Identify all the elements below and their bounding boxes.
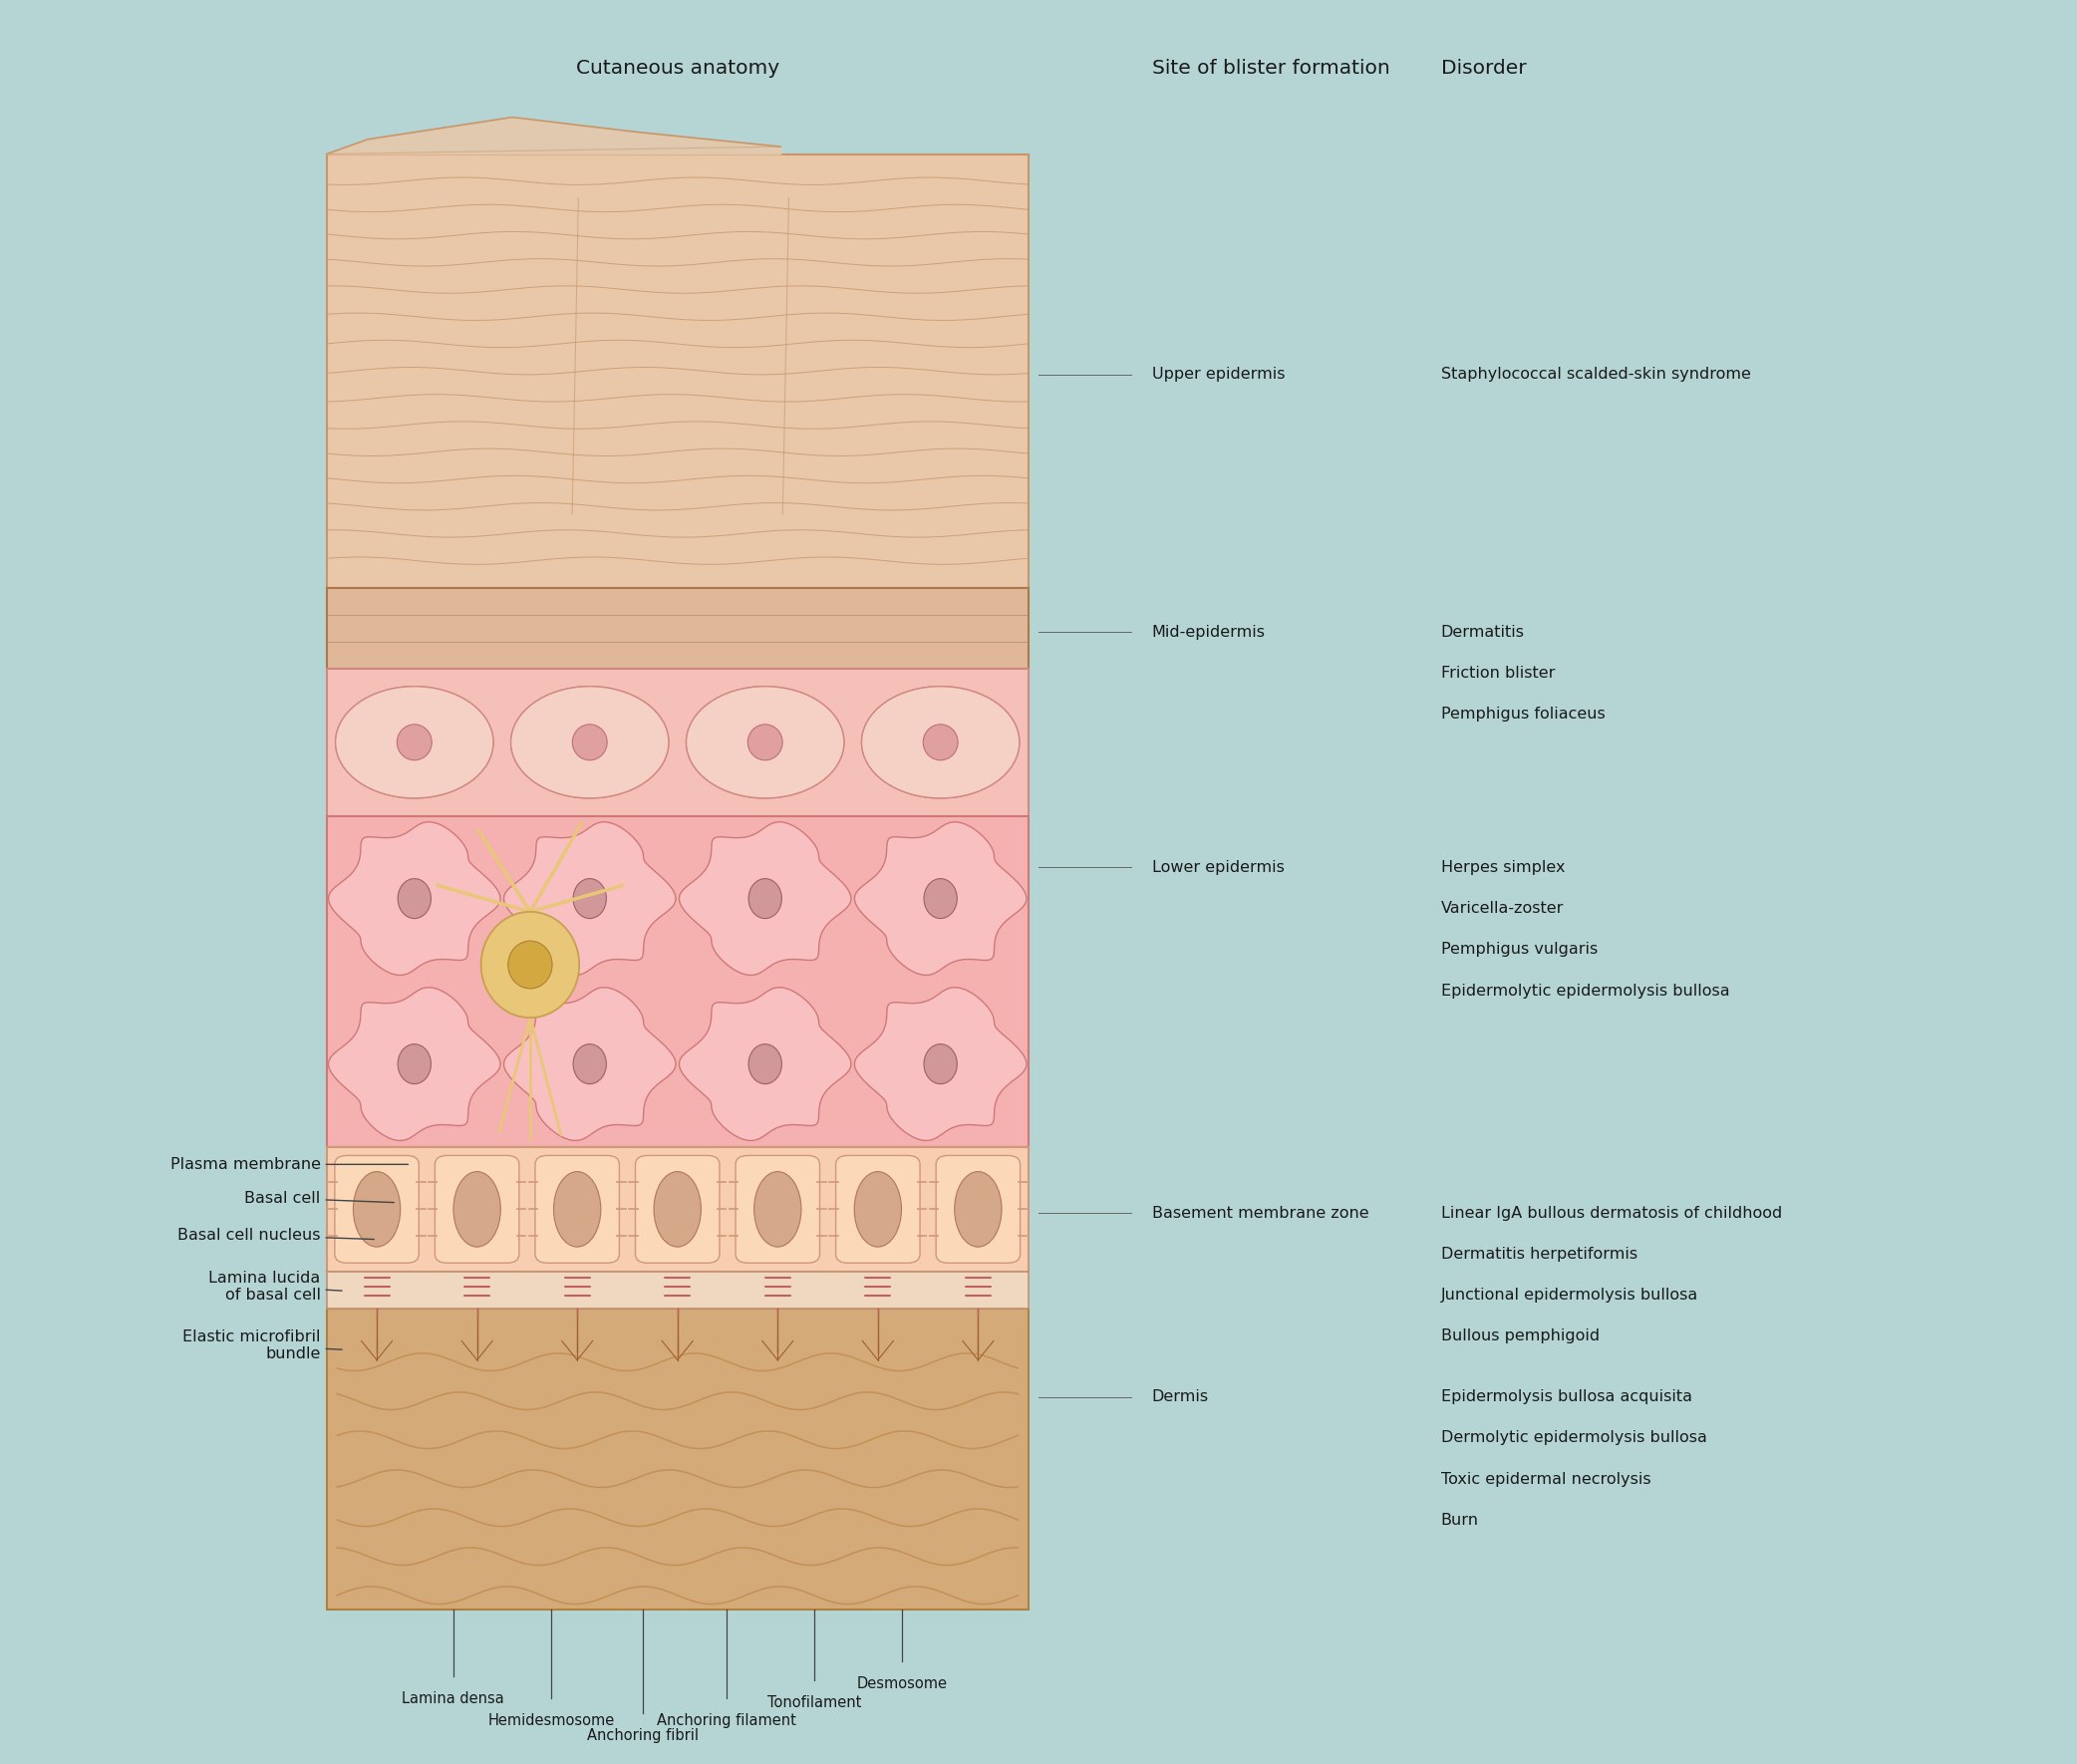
Ellipse shape [453,1171,501,1247]
FancyBboxPatch shape [434,1155,519,1263]
Ellipse shape [399,878,432,919]
Bar [326,587,1028,669]
Ellipse shape [509,940,552,988]
Bar [326,1309,1028,1611]
Ellipse shape [654,1171,702,1247]
Bar [326,669,1028,815]
FancyBboxPatch shape [735,1155,820,1263]
FancyBboxPatch shape [937,1155,1020,1263]
Polygon shape [336,686,494,797]
Ellipse shape [922,725,957,760]
Polygon shape [511,686,669,797]
Ellipse shape [573,878,606,919]
Text: Basal cell: Basal cell [245,1191,395,1205]
Ellipse shape [482,912,579,1018]
Text: Upper epidermis: Upper epidermis [1153,367,1286,383]
Text: Basement membrane zone: Basement membrane zone [1153,1205,1369,1221]
Polygon shape [328,988,501,1141]
Text: Pemphigus foliaceus: Pemphigus foliaceus [1441,707,1606,721]
Ellipse shape [748,725,783,760]
FancyBboxPatch shape [536,1155,619,1263]
Text: Dermis: Dermis [1153,1390,1209,1404]
Text: Disorder: Disorder [1441,58,1527,78]
Text: Friction blister: Friction blister [1441,665,1556,681]
FancyBboxPatch shape [636,1155,719,1263]
Ellipse shape [511,686,669,797]
Text: Plasma membrane: Plasma membrane [170,1157,407,1171]
Text: Burn: Burn [1441,1514,1479,1528]
FancyBboxPatch shape [334,1155,420,1263]
Text: Staphylococcal scalded-skin syndrome: Staphylococcal scalded-skin syndrome [1441,367,1751,383]
Text: Site of blister formation: Site of blister formation [1153,58,1390,78]
Bar [326,815,1028,1147]
Polygon shape [505,988,675,1141]
Text: Toxic epidermal necrolysis: Toxic epidermal necrolysis [1441,1471,1651,1487]
Text: Cutaneous anatomy: Cutaneous anatomy [575,58,779,78]
Text: Anchoring filament: Anchoring filament [656,1713,795,1729]
Text: Lamina lucida
of basal cell: Lamina lucida of basal cell [208,1270,343,1302]
Bar [326,1272,1028,1309]
Text: Basal cell nucleus: Basal cell nucleus [177,1228,374,1242]
Text: Junctional epidermolysis bullosa: Junctional epidermolysis bullosa [1441,1288,1699,1304]
Text: Tonofilament: Tonofilament [766,1695,862,1711]
Text: Mid-epidermis: Mid-epidermis [1153,624,1265,640]
Text: Varicella-zoster: Varicella-zoster [1441,901,1564,916]
Text: Elastic microfibril
bundle: Elastic microfibril bundle [183,1328,343,1362]
Ellipse shape [748,1044,781,1083]
Text: Desmosome: Desmosome [856,1676,947,1692]
Ellipse shape [399,1044,432,1083]
Polygon shape [679,822,852,975]
Bar [326,153,1028,587]
Text: Epidermolytic epidermolysis bullosa: Epidermolytic epidermolysis bullosa [1441,983,1730,998]
Polygon shape [854,822,1026,975]
Ellipse shape [555,1171,600,1247]
Ellipse shape [924,878,957,919]
Ellipse shape [397,725,432,760]
Polygon shape [862,686,1020,797]
Text: Hemidesmosome: Hemidesmosome [488,1713,615,1729]
Ellipse shape [955,1171,1001,1247]
Ellipse shape [685,686,843,797]
Ellipse shape [862,686,1020,797]
Text: Pemphigus vulgaris: Pemphigus vulgaris [1441,942,1597,958]
Polygon shape [854,988,1026,1141]
Ellipse shape [854,1171,901,1247]
Text: Lamina densa: Lamina densa [401,1692,505,1706]
Polygon shape [328,822,501,975]
FancyBboxPatch shape [835,1155,920,1263]
Polygon shape [505,822,675,975]
Text: Lower epidermis: Lower epidermis [1153,859,1284,875]
Polygon shape [685,686,843,797]
Ellipse shape [573,725,606,760]
Ellipse shape [573,1044,606,1083]
Ellipse shape [924,1044,957,1083]
Text: Bullous pemphigoid: Bullous pemphigoid [1441,1328,1599,1344]
Text: Linear IgA bullous dermatosis of childhood: Linear IgA bullous dermatosis of childho… [1441,1205,1782,1221]
Text: Dermolytic epidermolysis bullosa: Dermolytic epidermolysis bullosa [1441,1431,1707,1445]
Ellipse shape [336,686,494,797]
Bar [326,1147,1028,1272]
Text: Anchoring fibril: Anchoring fibril [586,1727,698,1743]
Text: Herpes simplex: Herpes simplex [1441,859,1564,875]
Polygon shape [679,988,852,1141]
Ellipse shape [353,1171,401,1247]
Text: Dermatitis: Dermatitis [1441,624,1525,640]
Ellipse shape [754,1171,802,1247]
Text: Dermatitis herpetiformis: Dermatitis herpetiformis [1441,1247,1637,1261]
Text: Epidermolysis bullosa acquisita: Epidermolysis bullosa acquisita [1441,1390,1693,1404]
Ellipse shape [748,878,781,919]
